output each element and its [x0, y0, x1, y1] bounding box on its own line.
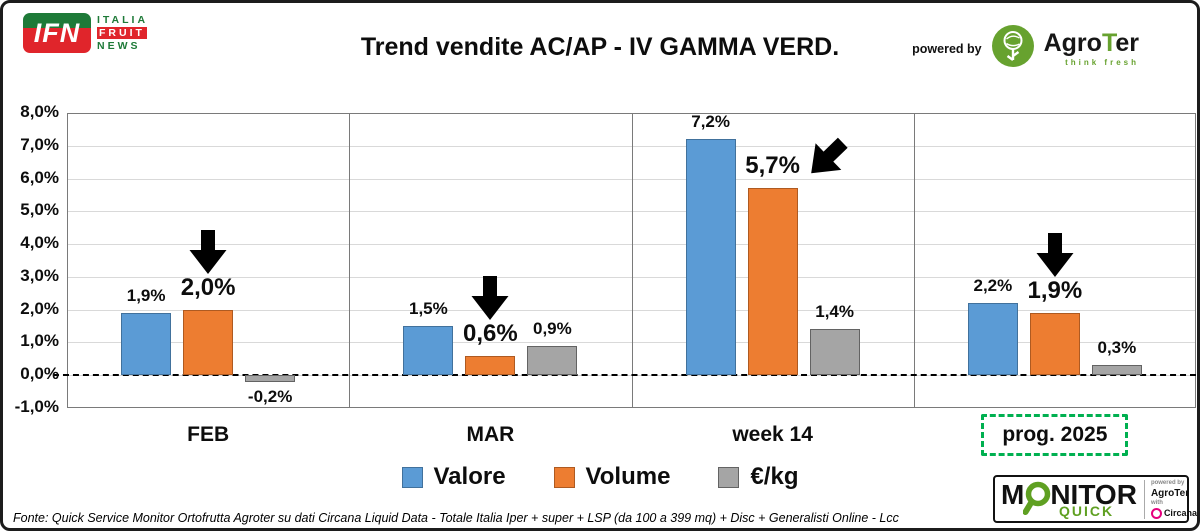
bar-value-label: 5,7% — [745, 152, 800, 180]
bar-valore-feb — [121, 312, 172, 376]
bar-kg-feb — [245, 375, 296, 382]
bar-valore-week-14 — [685, 139, 736, 376]
ifn-line-italia: ITALIA — [97, 14, 149, 26]
category-label: MAR — [466, 423, 515, 446]
ifn-logo: IFN ITALIA FRUIT NEWS — [23, 13, 148, 53]
category-prog-2025: prog. 2025 — [940, 410, 1170, 460]
bar-kg-week-14 — [809, 329, 860, 376]
legend-item-kg: €/kg — [718, 463, 798, 491]
agroter-brand: powered by AgroTer think fresh — [912, 25, 1139, 72]
y-tick-label: 2,0% — [20, 298, 59, 318]
y-tick-label: 6,0% — [20, 167, 59, 187]
category-label: FEB — [187, 423, 230, 446]
panel-divider — [349, 113, 351, 408]
legend-item-volume: Volume — [553, 463, 671, 491]
monitor-powered-by: powered by — [1150, 479, 1185, 486]
bar-volume-mar — [465, 355, 516, 376]
chart-title: Trend vendite AC/AP - IV GAMMA VERD. — [360, 33, 840, 61]
monitor-powered-block: powered by AgroTer with Circana. — [1143, 479, 1200, 519]
y-tick-label: 3,0% — [20, 265, 59, 285]
panel-divider — [631, 113, 633, 408]
bar-chart: 8,0% 7,0% 6,0% 5,0% 4,0% 3,0% 2,0% 1,0% 0,0% -1,0… — [3, 3, 1197, 528]
ifn-line-news: NEWS — [97, 40, 141, 52]
category-week-14: week 14 — [658, 410, 888, 460]
bar-volume-week-14 — [747, 188, 798, 376]
bar-value-label: 1,4% — [815, 302, 854, 322]
bar-value-label: 0,3% — [1097, 338, 1137, 358]
bar-volume-feb — [183, 309, 234, 376]
y-tick-label: 7,0% — [20, 134, 59, 154]
agroter-wordmark: AgroTer — [1043, 28, 1139, 57]
y-tick-label: 4,0% — [20, 233, 59, 253]
y-tick-label: -1,0% — [14, 397, 59, 416]
bar-value-label: 0,9% — [533, 318, 572, 338]
legend-label: €/kg — [750, 463, 799, 490]
agroter-tagline: think fresh — [1065, 57, 1139, 67]
legend-swatch-icon — [553, 466, 575, 488]
magnifier-icon — [1022, 481, 1051, 523]
y-tick-label: 5,0% — [20, 200, 59, 220]
monitor-circana: Circana. — [1163, 508, 1200, 518]
bar-value-label: 1,9% — [1027, 276, 1083, 304]
bar-valore-prog-2025 — [967, 303, 1018, 376]
category-highlight-box: prog. 2025 — [981, 414, 1129, 456]
down-arrow-icon — [189, 229, 227, 274]
zero-axis-line — [53, 374, 1196, 377]
monitor-agroter: AgroTer — [1150, 487, 1190, 499]
bar-value-label: 1,9% — [126, 285, 166, 305]
monitor-m: M — [1001, 478, 1025, 510]
ifn-line-fruit: FRUIT — [97, 27, 147, 39]
monitor-wordmark: M NITOR QUICK — [1001, 478, 1137, 519]
bar-valore-mar — [403, 326, 454, 376]
legend-swatch-icon — [401, 466, 423, 488]
ifn-emblem-icon: IFN — [23, 13, 91, 53]
monitor-quick-label: QUICK — [1059, 502, 1115, 519]
bar-value-label: 0,6% — [463, 319, 518, 347]
y-tick-label: 1,0% — [20, 331, 59, 351]
bar-kg-mar — [527, 345, 578, 376]
ifn-wordmark: ITALIA FRUIT NEWS — [97, 14, 148, 52]
down-arrow-icon — [1036, 232, 1074, 277]
category-label: week 14 — [732, 423, 813, 446]
bar-value-label: 7,2% — [691, 112, 730, 132]
source-note: Fonte: Quick Service Monitor Ortofrutta … — [13, 511, 899, 525]
legend-label: Valore — [433, 463, 506, 490]
powered-by-label: powered by — [912, 41, 982, 56]
monitor-with: with — [1150, 499, 1163, 506]
chart-legend: Valore Volume €/kg — [3, 463, 1197, 491]
ifn-emblem-text: IFN — [33, 17, 81, 48]
bar-volume-prog-2025 — [1029, 312, 1080, 376]
agroter-tree-icon — [991, 25, 1034, 72]
category-feb: FEB — [93, 410, 323, 460]
legend-item-valore: Valore — [401, 463, 506, 491]
down-arrow-icon — [471, 275, 509, 320]
y-tick-label: 8,0% — [20, 102, 59, 121]
diagonal-arrow-icon — [798, 129, 856, 187]
category-mar: MAR — [375, 410, 605, 460]
legend-label: Volume — [585, 463, 671, 490]
bar-value-label: 1,5% — [409, 299, 448, 319]
legend-swatch-icon — [718, 466, 740, 488]
bar-value-label: 2,0% — [180, 273, 236, 301]
bar-value-label: -0,2% — [247, 386, 293, 406]
bar-kg-prog-2025 — [1091, 365, 1142, 376]
monitor-rest: NITOR — [1050, 478, 1137, 510]
panel-divider — [913, 113, 915, 408]
bar-value-label: 2,2% — [973, 276, 1013, 296]
circana-icon — [1150, 507, 1162, 519]
y-tick-label: 0,0% — [20, 364, 59, 384]
monitor-quick-logo: M NITOR QUICK powered by AgroTer with Ci… — [993, 475, 1197, 523]
